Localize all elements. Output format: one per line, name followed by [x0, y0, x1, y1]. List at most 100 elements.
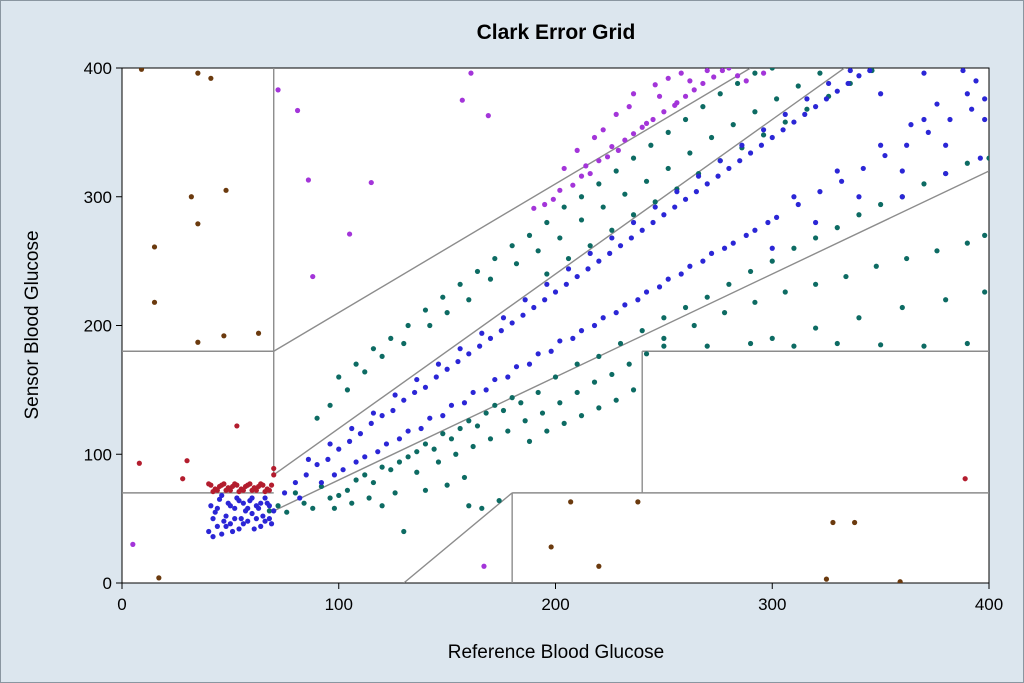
point-zone-b-133 [878, 342, 884, 348]
point-zone-a-109 [492, 376, 498, 383]
point-zone-a-157 [826, 80, 832, 87]
point-zone-a-158 [847, 68, 853, 74]
point-zone-b-12 [370, 479, 377, 486]
point-zone-a-120 [730, 240, 736, 246]
x-tick-label-4: 400 [975, 595, 1003, 614]
point-zone-a-50 [336, 446, 342, 452]
y-tick-label-3: 300 [84, 188, 112, 207]
point-zone-a-126 [860, 165, 866, 172]
point-zone-a-64 [487, 335, 494, 341]
point-zone-b-18 [422, 441, 429, 447]
point-zone-b-58 [362, 369, 368, 375]
point-zone-a-133 [305, 456, 312, 462]
point-zone-a-147 [609, 235, 615, 241]
point-zone-b-36 [457, 281, 463, 287]
point-zone-d-20 [242, 483, 249, 490]
point-zone-b-140 [422, 487, 429, 493]
point-zone-a-27 [260, 513, 266, 519]
point-zone-c-50 [656, 93, 663, 99]
point-zone-c-15 [570, 182, 576, 188]
point-zone-c-48 [600, 127, 606, 133]
point-zone-c-46 [561, 165, 567, 172]
point-zone-c-40 [652, 82, 658, 88]
point-zone-a-72 [574, 273, 580, 280]
point-zone-b-50 [700, 104, 706, 110]
point-zone-b-165 [609, 227, 615, 233]
x-tick-label-3: 300 [758, 595, 786, 614]
point-zone-b-85 [617, 340, 624, 347]
y-tick-label-1: 100 [84, 445, 112, 464]
point-zone-a-192 [613, 310, 619, 316]
point-zone-a-34 [227, 503, 233, 509]
point-zone-b-49 [682, 116, 689, 123]
point-zone-a-98 [856, 73, 862, 79]
y-tick-label-4: 400 [84, 59, 112, 78]
data-points [130, 68, 989, 583]
point-zone-a-17 [216, 496, 223, 502]
point-zone-b-28 [509, 395, 515, 401]
point-zone-a-49 [325, 456, 331, 462]
point-zone-a-39 [249, 495, 255, 501]
point-zone-a-10 [249, 510, 255, 517]
point-zone-b-37 [474, 268, 481, 275]
point-zone-b-51 [717, 91, 723, 97]
point-zone-b-25 [483, 410, 489, 416]
point-zone-a-86 [726, 165, 732, 172]
point-zone-b-173 [782, 119, 788, 125]
point-zone-a-73 [585, 266, 591, 272]
point-zone-a-41 [258, 500, 264, 506]
point-zone-a-119 [708, 250, 715, 256]
point-zone-a-197 [721, 245, 728, 251]
point-zone-a-199 [765, 219, 771, 226]
point-zone-d-15 [210, 488, 216, 495]
point-zone-a-136 [370, 410, 377, 416]
point-zone-a-89 [758, 142, 765, 148]
point-zone-a-187 [505, 374, 511, 380]
point-zone-a-161 [856, 194, 862, 200]
point-zone-b-113 [752, 299, 758, 305]
point-zone-a-112 [557, 338, 563, 344]
point-zone-c-42 [678, 70, 684, 76]
point-zone-b-27 [500, 407, 507, 414]
point-zone-d-31 [247, 481, 253, 487]
point-zone-b-23 [466, 418, 472, 424]
point-zone-a-178 [908, 122, 914, 128]
point-zone-b-162 [544, 271, 550, 277]
point-zone-b-90 [726, 281, 732, 287]
point-zone-c-24 [650, 116, 656, 123]
point-zone-b-154 [522, 418, 528, 424]
point-zone-b-74 [708, 134, 715, 141]
point-zone-b-76 [752, 109, 758, 115]
point-zone-d-33 [260, 482, 266, 488]
point-zone-a-174 [921, 70, 927, 76]
point-zone-b-29 [336, 374, 342, 380]
point-zone-a-26 [255, 505, 262, 511]
point-zone-c-18 [596, 158, 602, 164]
point-zone-b-112 [721, 310, 728, 316]
point-zone-c-12 [542, 201, 548, 208]
point-zone-b-151 [470, 443, 476, 450]
point-zone-b-61 [427, 322, 433, 329]
point-zone-c-52 [704, 68, 710, 74]
point-zone-a-91 [780, 127, 786, 133]
point-zone-a-165 [791, 194, 797, 200]
point-zone-b-145 [349, 500, 355, 506]
point-zone-b-65 [513, 261, 520, 267]
point-zone-b-11 [362, 472, 368, 478]
point-zone-b-81 [535, 389, 541, 396]
point-zone-c-23 [639, 124, 645, 130]
point-zone-c-14 [557, 187, 563, 193]
point-zone-b-158 [591, 379, 598, 385]
point-zone-a-70 [552, 289, 559, 295]
point-zone-b-141 [444, 482, 450, 488]
point-zone-a-145 [565, 266, 572, 272]
point-zone-a-84 [704, 181, 710, 187]
point-zone-a-196 [700, 258, 706, 264]
point-zone-b-83 [574, 361, 580, 367]
point-zone-a-127 [882, 152, 888, 159]
point-zone-c-9 [481, 563, 487, 569]
point-zone-b-82 [552, 374, 559, 380]
point-zone-a-7 [236, 526, 242, 532]
point-zone-a-124 [817, 189, 823, 195]
point-zone-c-44 [613, 111, 619, 117]
